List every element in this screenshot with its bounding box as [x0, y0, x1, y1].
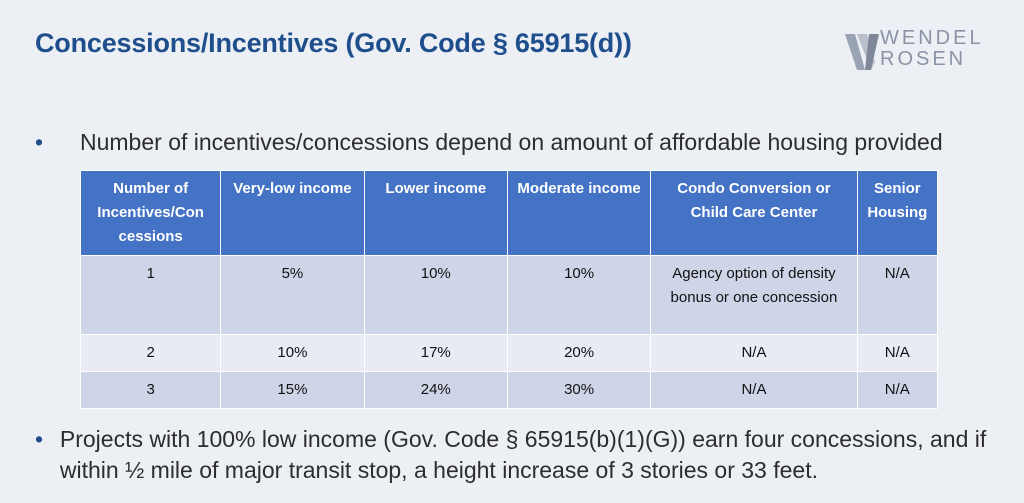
table-cell: 5%	[220, 255, 365, 335]
slide-title: Concessions/Incentives (Gov. Code § 6591…	[35, 28, 632, 58]
table-cell: 17%	[363, 334, 508, 372]
bullet-text: Number of incentives/concessions depend …	[80, 129, 943, 155]
column-header: Lower income	[363, 170, 508, 256]
table-cell: 24%	[363, 371, 508, 409]
table-cell: N/A	[856, 334, 939, 372]
logo-text: WENDEL ROSEN	[880, 28, 984, 70]
column-header: Very-low income	[220, 170, 365, 256]
wendel-rosen-logo-icon	[845, 34, 879, 70]
column-header: Senior Housing	[856, 170, 939, 256]
table-cell: 30%	[506, 371, 652, 409]
table-cell: N/A	[856, 371, 939, 409]
incentives-table: Number of Incentives/Con cessions Very-l…	[79, 170, 939, 409]
table-row: 2 10% 17% 20% N/A N/A	[79, 334, 939, 372]
table-cell: 10%	[506, 255, 652, 335]
table-cell: 10%	[363, 255, 508, 335]
table-cell: N/A	[650, 334, 858, 372]
table-cell: N/A	[650, 371, 858, 409]
table-cell: 3	[79, 371, 222, 409]
table-row: 1 5% 10% 10% Agency option of density bo…	[79, 255, 939, 335]
bullet-text: Projects with 100% low income (Gov. Code…	[59, 426, 987, 483]
table-cell: Agency option of density bonus or one co…	[650, 255, 858, 335]
table-cell: 20%	[506, 334, 652, 372]
bullet-marker: •	[35, 426, 44, 452]
column-header: Moderate income	[506, 170, 652, 256]
table-row: 3 15% 24% 30% N/A N/A	[79, 371, 939, 409]
bullet-item: • Number of incentives/concessions depen…	[35, 127, 943, 158]
table-cell: 15%	[220, 371, 365, 409]
logo-line-1: WENDEL	[880, 27, 984, 49]
logo-line-2: ROSEN	[880, 48, 967, 70]
table-header-row: Number of Incentives/Con cessions Very-l…	[79, 170, 939, 256]
bullet-item: • Projects with 100% low income (Gov. Co…	[35, 424, 995, 486]
column-header: Condo Conversion or Child Care Center	[650, 170, 858, 256]
table-cell: 1	[79, 255, 222, 335]
table-cell: N/A	[856, 255, 939, 335]
table-cell: 10%	[220, 334, 365, 372]
bullet-marker: •	[35, 129, 44, 155]
column-header: Number of Incentives/Con cessions	[79, 170, 222, 256]
table-cell: 2	[79, 334, 222, 372]
